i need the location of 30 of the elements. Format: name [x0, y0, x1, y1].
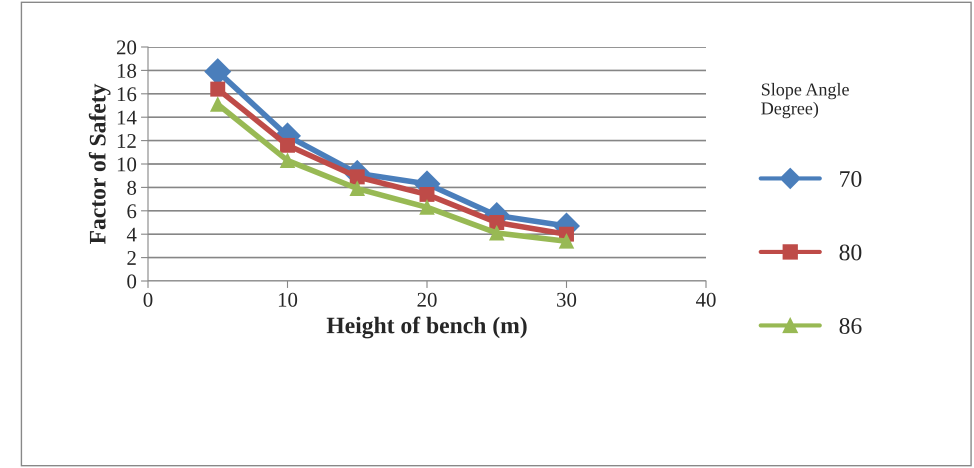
point: [420, 200, 434, 215]
y-tick-label: 16: [118, 87, 136, 102]
legend-title: Slope Angle Degree): [761, 82, 849, 118]
x-tick-label: 0: [144, 292, 152, 307]
y-tick-label: 8: [127, 180, 136, 195]
legend-label: 70: [840, 171, 862, 187]
x-tick-label: 10: [278, 292, 298, 307]
y-tick-label: 18: [118, 64, 136, 78]
point: [489, 226, 504, 240]
y-tick-label: 0: [127, 274, 136, 288]
x-tick-label: 30: [557, 292, 576, 307]
x-tick-label: 40: [696, 292, 716, 307]
y-tick-label: 2: [127, 251, 136, 265]
x-tick-label: 20: [418, 292, 437, 307]
legend-label: 80: [840, 244, 862, 260]
y-tick-label: 14: [118, 110, 137, 124]
x-axis-title: Height of bench (m): [326, 316, 527, 338]
point: [280, 138, 295, 153]
y-tick-label: 10: [118, 157, 136, 172]
point: [350, 181, 365, 196]
y-tick-label: 20: [116, 40, 136, 54]
point: [280, 153, 295, 168]
y-tick-label: 12: [118, 134, 136, 148]
point: [559, 234, 574, 249]
y-tick-label: 4: [126, 228, 137, 242]
point: [420, 186, 434, 202]
y-axis-title: Factor of Safety: [88, 84, 110, 244]
point: [210, 82, 226, 97]
y-tick-label: 6: [127, 204, 136, 218]
legend-label: 86: [840, 318, 862, 334]
